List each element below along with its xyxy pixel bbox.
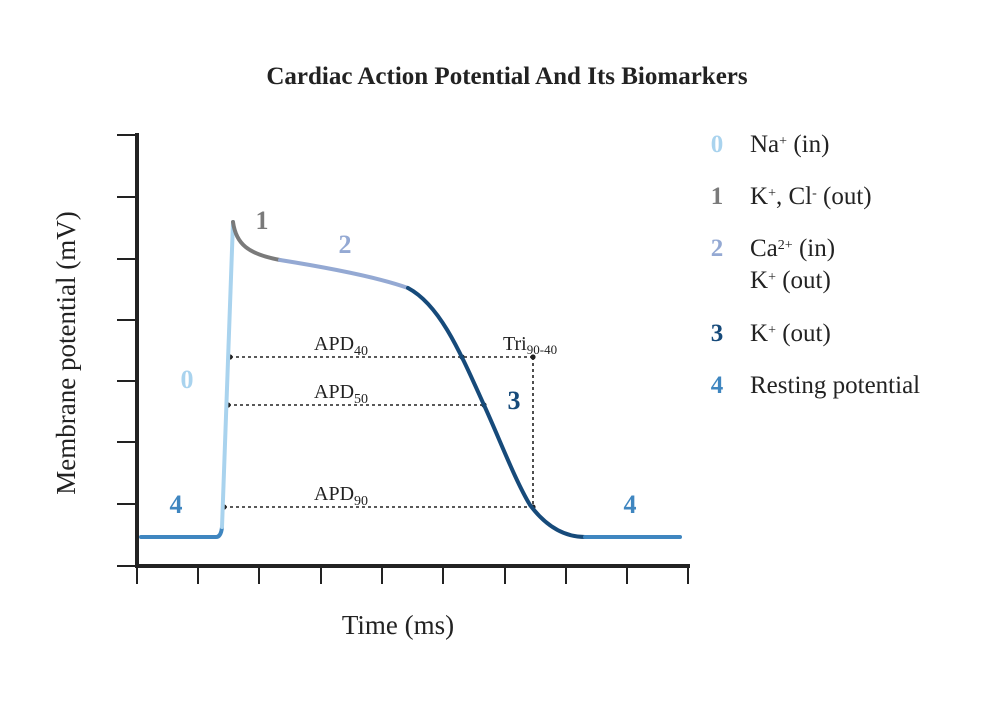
phase-1-early-repolarization-segment <box>231 220 282 262</box>
tri-top-dot <box>530 354 536 360</box>
legend-number-3: 3 <box>711 320 724 347</box>
legend-number-2: 2 <box>711 235 724 262</box>
phase-0-label: 0 <box>181 365 194 394</box>
axes <box>117 133 690 584</box>
y-axis-ticks <box>117 134 137 567</box>
tri-main: Tri <box>503 333 527 355</box>
legend-number-1: 1 <box>711 183 724 210</box>
apd90-main: APD <box>314 483 354 505</box>
phase-4-label-left: 4 <box>170 490 183 519</box>
phase-3-repolarization-segment <box>406 286 587 539</box>
phase-3-label: 3 <box>508 386 521 415</box>
legend-text-1: K+, Cl- (out) <box>750 183 872 210</box>
legend-number-0: 0 <box>711 131 724 158</box>
biomarker-lines <box>221 354 536 510</box>
apd50-sub: 50 <box>354 392 368 407</box>
legend-text-4: Resting potential <box>750 372 920 399</box>
phase-4-resting-segment-left <box>139 525 224 539</box>
legend-number-4: 4 <box>711 372 724 399</box>
y-axis-label: Membrane potential (mV) <box>51 211 81 494</box>
apd90-label: APD90 <box>314 483 368 509</box>
x-axis-ticks <box>136 566 689 584</box>
phase-0-depolarization-segment <box>220 220 235 529</box>
legend-text-0: Na+ (in) <box>750 131 829 158</box>
legend-text-3: K+ (out) <box>750 320 831 347</box>
apd50-label: APD50 <box>314 381 368 407</box>
x-axis-label: Time (ms) <box>342 610 454 640</box>
phase-4-label-right: 4 <box>624 490 637 519</box>
diagram-title: Cardiac Action Potential And Its Biomark… <box>266 63 748 90</box>
phase-2-plateau-segment <box>278 258 410 290</box>
action-potential-curve <box>139 220 682 539</box>
apd40-sub: 40 <box>354 344 368 359</box>
apd40-label: APD40 <box>314 333 368 359</box>
apd90-sub: 90 <box>354 494 368 509</box>
apd50-main: APD <box>314 381 354 403</box>
legend-text-2: Ca2+ (in) <box>750 235 835 262</box>
tri-sub: 90-40 <box>527 342 557 357</box>
legend: 0 Na+ (in) 1 K+, Cl- (out) 2 Ca2+ (in) K+ (out… <box>711 131 920 399</box>
phase-1-label: 1 <box>256 206 269 235</box>
tri-label: Tri90-40 <box>503 333 557 357</box>
apd40-main: APD <box>314 333 354 355</box>
legend-text-2: K+ (out) <box>750 267 831 294</box>
phase-2-label: 2 <box>339 230 352 259</box>
